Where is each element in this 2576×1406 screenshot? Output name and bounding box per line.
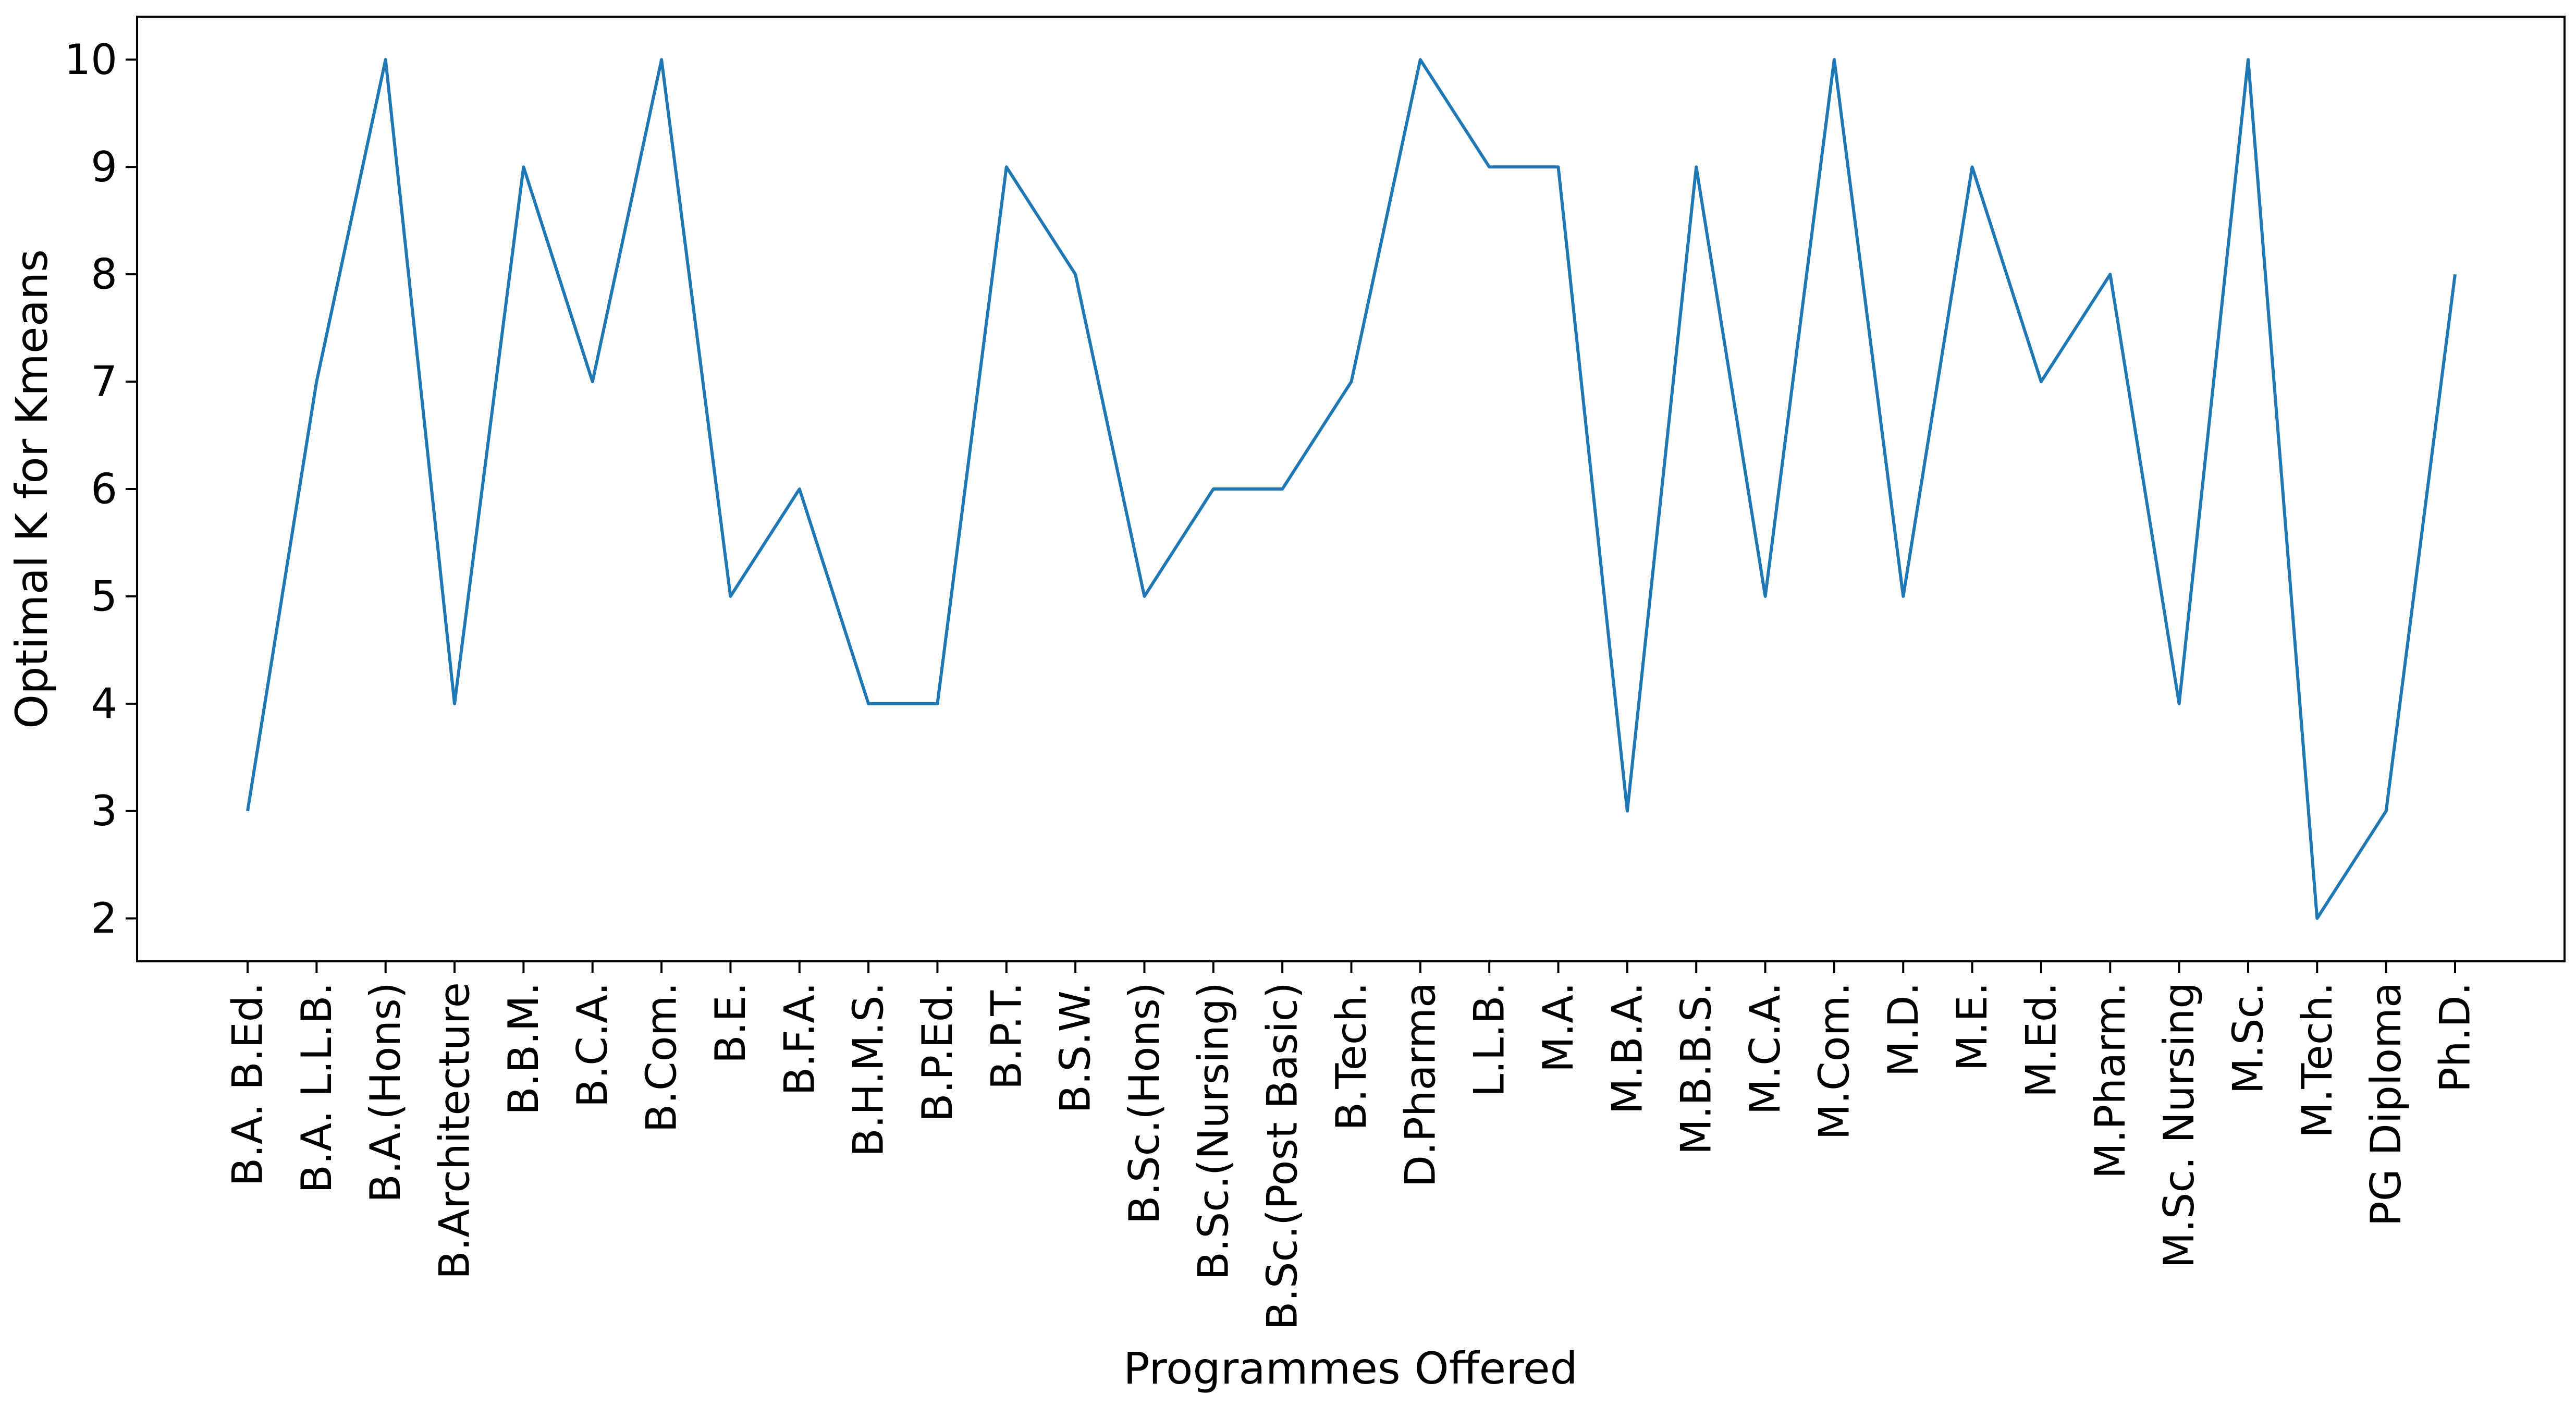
x-tick-label: M.Ed.: [2017, 982, 2065, 1097]
x-axis: B.A. B.Ed. B.A. L.L.B. B.A.(Hons) B.Archite…: [224, 961, 2480, 1330]
x-tick-label: M.E.: [1948, 982, 1996, 1071]
y-tick-label: 2: [91, 894, 117, 943]
x-tick-label: B.P.T.: [982, 982, 1031, 1090]
x-tick-label: Ph.D.: [2431, 982, 2480, 1092]
y-tick-label: 3: [91, 787, 117, 835]
x-axis-title: Programmes Offered: [1123, 1343, 1578, 1394]
x-tick-label: B.A. B.Ed.: [224, 982, 272, 1187]
plot-area: [136, 16, 2566, 962]
x-tick-label: M.B.A.: [1603, 982, 1651, 1115]
x-tick-label: B.A. L.L.B.: [292, 982, 341, 1193]
x-tick-label: B.Sc.(Nursing): [1189, 982, 1237, 1280]
series-line: [246, 58, 2457, 920]
y-tick-label: 9: [91, 143, 117, 191]
y-tick-label: 5: [91, 572, 117, 620]
y-tick-label: 6: [91, 465, 117, 514]
x-tick-label: M.Com.: [1810, 982, 1858, 1140]
x-tick-label: M.Pharm.: [2086, 982, 2135, 1179]
x-tick-label: B.C.A.: [568, 982, 617, 1107]
x-tick-label: D.Pharma: [1396, 982, 1444, 1187]
x-tick-label: B.F.A.: [775, 982, 824, 1096]
x-tick-label: B.S.W.: [1051, 982, 1100, 1114]
x-tick-label: M.C.A.: [1741, 982, 1789, 1115]
y-tick-label: 10: [64, 35, 117, 84]
x-tick-label: B.Tech.: [1327, 982, 1376, 1131]
y-tick-label: 8: [91, 250, 117, 299]
x-tick-label: B.Architecture: [431, 982, 479, 1279]
x-tick-label: B.E.: [706, 982, 755, 1063]
x-tick-label: B.Sc.(Hons): [1120, 982, 1169, 1224]
x-tick-label: B.P.Ed.: [913, 982, 962, 1122]
y-axis: 2 3 4 5 6 7 8 9 10: [64, 35, 137, 943]
x-tick-label: PG Diploma: [2362, 982, 2410, 1226]
x-tick-label: M.A.: [1534, 982, 1583, 1072]
y-tick-label: 4: [91, 679, 117, 728]
x-tick-label: M.D.: [1879, 982, 1928, 1077]
x-tick-label: B.A.(Hons): [361, 982, 410, 1203]
x-tick-label: M.Sc. Nursing: [2155, 982, 2203, 1268]
x-tick-label: M.B.B.S.: [1672, 982, 1721, 1155]
x-tick-label: M.Tech.: [2293, 982, 2341, 1138]
x-tick-label: B.Com.: [637, 982, 686, 1132]
x-tick-label: L.L.B.: [1465, 982, 1514, 1097]
y-tick-label: 7: [91, 358, 117, 406]
x-tick-label: M.Sc.: [2224, 982, 2272, 1094]
x-tick-label: B.H.M.S.: [844, 982, 893, 1157]
x-tick-label: B.Sc.(Post Basic): [1258, 982, 1307, 1330]
x-tick-label: B.B.M.: [499, 982, 548, 1115]
y-axis-title: Optimal K for Kmeans: [6, 249, 57, 729]
